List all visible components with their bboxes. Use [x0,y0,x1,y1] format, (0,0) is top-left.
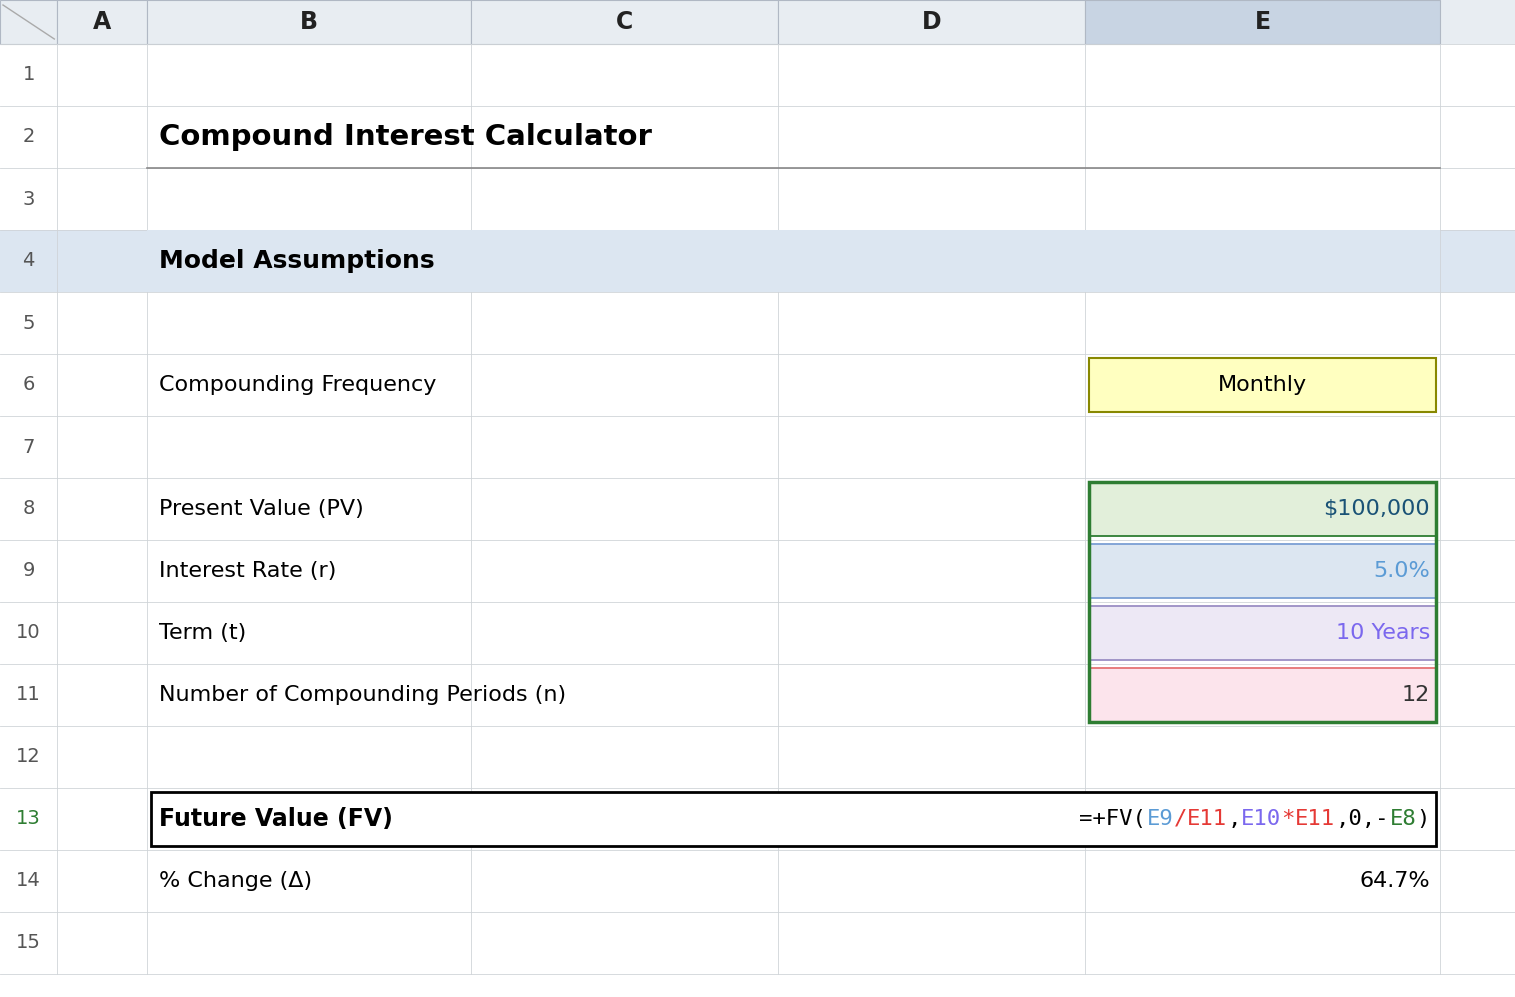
Bar [1089,482,1436,722]
Text: E: E [1254,10,1271,34]
Text: 14: 14 [17,871,41,890]
Text: E10: E10 [1241,809,1282,829]
Text: Compounding Frequency: Compounding Frequency [159,375,436,395]
Text: E11: E11 [1295,809,1335,829]
Bar [152,792,1436,846]
Text: B: B [300,10,318,34]
Bar [471,0,779,44]
Bar [0,478,1515,540]
Text: Term (t): Term (t) [159,623,247,643]
Text: 12: 12 [17,748,41,767]
Text: =+FV(: =+FV( [1079,809,1145,829]
Text: *: * [1282,809,1295,829]
Text: 3: 3 [23,189,35,208]
Text: A: A [94,10,112,34]
Text: E9: E9 [1147,809,1173,829]
Bar [0,0,1515,44]
Text: 5: 5 [23,313,35,333]
Bar [1085,0,1439,44]
Bar [0,664,1515,726]
Bar [0,540,1515,602]
Text: 9: 9 [23,561,35,580]
Bar [1089,544,1436,598]
Text: ,0,-: ,0,- [1335,809,1389,829]
Text: 10 Years: 10 Years [1336,623,1430,643]
Bar [147,230,1439,292]
Bar [0,726,1515,788]
Bar [0,0,58,44]
Bar [0,44,1515,106]
Text: 13: 13 [17,810,41,829]
Text: 12: 12 [1401,685,1430,705]
Text: E8: E8 [1389,809,1417,829]
Text: Present Value (PV): Present Value (PV) [159,499,364,519]
Text: 15: 15 [17,933,41,952]
Text: 7: 7 [23,438,35,457]
Bar [0,354,1515,416]
Bar [0,168,1515,230]
Text: 10: 10 [17,623,41,642]
Bar [147,0,471,44]
Text: Compound Interest Calculator: Compound Interest Calculator [159,123,653,151]
Text: 5.0%: 5.0% [1373,561,1430,581]
Text: Model Assumptions: Model Assumptions [159,249,435,273]
Text: 64.7%: 64.7% [1359,871,1430,891]
Bar [0,106,1515,168]
Text: D: D [921,10,941,34]
Bar [0,602,1515,664]
Text: % Change (Δ): % Change (Δ) [159,871,312,891]
Text: ): ) [1417,809,1430,829]
Text: Monthly: Monthly [1218,375,1307,395]
Text: 6: 6 [23,376,35,395]
Bar [0,788,1515,850]
Bar [0,416,1515,478]
Bar [1089,606,1436,660]
Text: C: C [615,10,633,34]
Text: Number of Compounding Periods (n): Number of Compounding Periods (n) [159,685,567,705]
Text: 4: 4 [23,251,35,270]
Bar [0,292,1515,354]
Text: Future Value (FV): Future Value (FV) [159,807,394,831]
Bar [0,850,1515,912]
Bar [0,230,1515,292]
Bar [779,0,1085,44]
Text: Interest Rate (r): Interest Rate (r) [159,561,336,581]
Text: E11: E11 [1186,809,1227,829]
Bar [1089,482,1436,536]
Text: 1: 1 [23,66,35,85]
Bar [1089,358,1436,412]
Text: /: / [1174,809,1186,829]
Text: 2: 2 [23,128,35,147]
Bar [58,0,147,44]
Text: $100,000: $100,000 [1323,499,1430,519]
Text: 11: 11 [17,686,41,705]
Text: ,: , [1227,809,1241,829]
Text: 8: 8 [23,499,35,518]
Bar [0,912,1515,974]
Bar [1089,668,1436,722]
